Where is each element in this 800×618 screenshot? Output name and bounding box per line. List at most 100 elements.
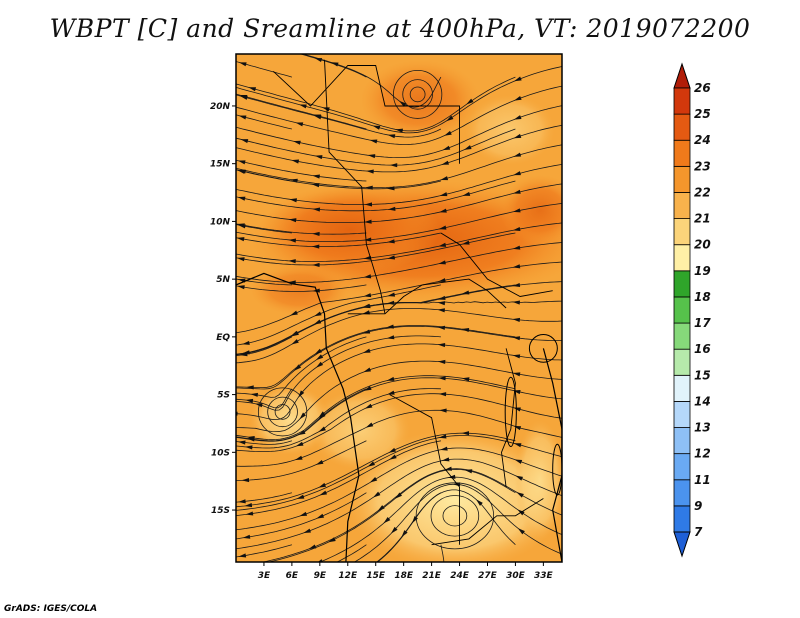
streamline xyxy=(236,261,562,334)
colorbar-label: 7 xyxy=(694,525,703,539)
streamline-arrow xyxy=(244,503,253,508)
streamline xyxy=(236,66,562,134)
streamline-arrow xyxy=(291,339,299,345)
streamline xyxy=(236,409,562,467)
streamline-arrow xyxy=(244,445,253,450)
y-tick-label: 10S xyxy=(211,448,230,458)
streamline-arrow xyxy=(438,260,446,265)
colorbar-label: 15 xyxy=(694,368,711,382)
streamline-arrow xyxy=(514,76,522,82)
streamline-arrow xyxy=(461,327,470,333)
streamline-arrow xyxy=(314,311,322,317)
streamline-arrow xyxy=(399,100,407,107)
streamline-arrow xyxy=(438,278,446,283)
streamline-arrow xyxy=(388,447,397,453)
streamline-arrow xyxy=(245,398,254,403)
country-border xyxy=(324,59,386,314)
streamline xyxy=(440,544,445,562)
y-tick-label: 15N xyxy=(210,160,231,170)
streamline-arrow xyxy=(322,107,330,112)
streamline-arrow xyxy=(390,526,398,534)
streamline-arrow xyxy=(288,280,296,285)
streamline-arrow xyxy=(439,192,448,197)
x-tick-label: 15E xyxy=(366,571,386,581)
streamline-arrow xyxy=(461,431,470,436)
streamline-arrow xyxy=(299,104,307,109)
colorbar-label: 17 xyxy=(694,316,711,330)
streamline-arrow xyxy=(387,134,396,139)
streamline-arrow xyxy=(312,207,321,212)
y-tick-label: 5S xyxy=(217,391,230,401)
vortex-ring xyxy=(409,86,426,103)
vortex-ring xyxy=(267,396,298,428)
streamline-arrow xyxy=(238,499,246,504)
streamline-arrow xyxy=(437,301,446,306)
streamline-arrow xyxy=(386,376,395,381)
x-axis: 3E 6E 9E 12E 15E 18E 21E 24E 27E 30E 33E xyxy=(258,562,554,581)
colorbar-box xyxy=(673,244,691,272)
streamline-arrow xyxy=(513,189,521,194)
country-border xyxy=(440,232,553,297)
streamline xyxy=(236,124,562,173)
streamline-arrow xyxy=(441,457,450,462)
streamline-arrow xyxy=(316,513,325,519)
streamline xyxy=(236,183,562,223)
streamline xyxy=(236,144,562,188)
x-tick-label: 6E xyxy=(286,571,299,581)
colorbar-box xyxy=(673,479,691,507)
streamline-arrow xyxy=(296,494,305,499)
colorbar-label: 23 xyxy=(694,159,711,173)
colorbar-label: 19 xyxy=(694,264,711,278)
streamline-arrow xyxy=(513,443,522,448)
colorbar-box xyxy=(673,374,691,402)
colorbar-box xyxy=(673,270,691,298)
streamline xyxy=(236,163,562,206)
streamline xyxy=(236,93,367,130)
vortex-ring xyxy=(393,69,443,119)
y-tick-label: 10N xyxy=(210,217,231,227)
streamline xyxy=(236,284,367,292)
streamline xyxy=(236,393,562,452)
colorbar-label: 20 xyxy=(694,238,711,252)
streamline xyxy=(236,94,442,138)
streamline-arrow xyxy=(367,461,376,467)
streamline-arrow xyxy=(245,511,254,516)
streamline-arrow xyxy=(387,255,396,260)
wbpt-shading xyxy=(236,54,562,562)
streamline-arrow xyxy=(312,231,320,237)
streamline-arrow xyxy=(363,293,372,298)
chart: 3E 6E 9E 12E 15E 18E 21E 24E 27E 30E 33E 20N 15N 10N… xyxy=(210,53,711,581)
colorbar-label: 18 xyxy=(694,290,711,304)
streamline-arrow xyxy=(439,408,447,413)
streamline-arrow xyxy=(364,403,373,409)
streamline-arrow xyxy=(389,454,397,460)
streamline-arrow xyxy=(366,169,374,174)
colorbar-box xyxy=(673,348,691,376)
streamline xyxy=(236,388,367,442)
streamline-arrow xyxy=(328,537,336,543)
streamline-arrow xyxy=(438,392,447,397)
streamline-arrow xyxy=(314,155,323,160)
y-axis: 20N 15N 10N 5N EQ 5S 10S 15S xyxy=(210,102,236,516)
streamline-arrow xyxy=(242,350,250,355)
streamline-arrow xyxy=(303,528,311,534)
streamline-arrow xyxy=(241,477,250,483)
streamline-arrow xyxy=(248,87,257,92)
streamline-arrow xyxy=(377,505,385,512)
streamline-arrow xyxy=(517,528,525,535)
streamline-arrow xyxy=(512,208,521,213)
streamline-arrow xyxy=(441,160,449,165)
streamline-arrow xyxy=(387,186,395,191)
streamline-arrow xyxy=(463,145,472,150)
streamline-arrow xyxy=(319,490,328,496)
streamline-arrow xyxy=(364,202,373,207)
streamline-arrow xyxy=(289,198,297,203)
vortex-ring xyxy=(415,482,495,550)
streamline-arrow xyxy=(294,364,302,371)
x-tick-label: 18E xyxy=(394,571,414,581)
vortex-ring xyxy=(257,387,308,437)
x-tick-label: 9E xyxy=(314,571,327,581)
streamline-arrow xyxy=(386,300,395,305)
colorbar-box xyxy=(673,192,691,219)
colorbar-box xyxy=(673,322,691,350)
